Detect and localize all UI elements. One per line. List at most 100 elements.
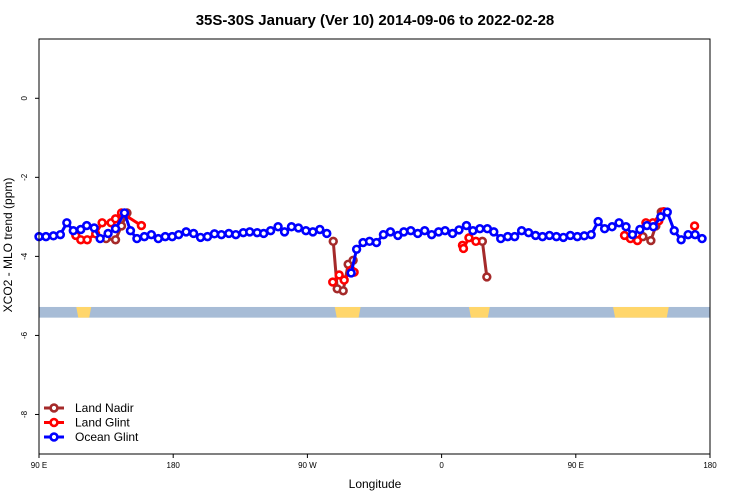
legend-swatch-marker [49,403,59,413]
x-tick-label: 90 E [568,461,584,470]
data-point [265,225,276,236]
data-point [68,225,78,236]
data-point [399,227,409,237]
data-point [690,229,700,240]
data-point [614,218,624,228]
data-point [697,233,707,244]
data-point [136,220,147,231]
data-point [48,231,59,241]
data-point [544,230,555,241]
data-point [537,231,548,242]
data-point [351,244,362,254]
x-tick-label: 180 [167,461,181,470]
data-point [62,218,72,228]
data-point [656,212,666,222]
series-line [105,212,129,242]
data-point [245,227,255,237]
data-point [579,231,589,241]
data-point [132,233,142,244]
data-point [475,224,485,234]
land-patch [613,306,669,318]
y-tick-label: 0 [20,96,29,101]
x-tick-label: 180 [703,461,717,470]
data-point [364,236,375,247]
series-land-glint [71,207,700,287]
data-point [627,229,638,240]
data-point [293,223,304,233]
data-point [173,229,184,240]
ocean-band [39,306,710,318]
data-point [632,235,643,246]
data-point [458,243,469,254]
data-point [646,235,656,246]
data-point [188,228,199,239]
legend-label: Land Nadir [75,401,134,415]
data-point [621,222,631,232]
data-point [689,221,700,231]
land-patch [334,306,361,318]
land-strip [39,306,710,318]
data-point [420,225,430,236]
data-point [95,233,105,244]
data-point [346,268,356,278]
data-point [482,272,492,282]
data-point [224,228,234,239]
data-point [586,229,596,240]
data-point [110,224,121,234]
data-point [110,214,121,224]
data-point [279,227,290,237]
data-point [464,233,474,243]
data-point [454,225,464,235]
data-point [385,227,396,237]
data-point [110,235,121,245]
data-point [301,225,311,236]
chart-title: 35S-30S January (Ver 10) 2014-09-06 to 2… [196,12,555,29]
data-point [181,227,191,237]
data-point [89,223,99,233]
data-point [662,207,672,217]
data-point [82,220,92,231]
data-point [334,270,344,280]
x-axis-label: Longitude [349,477,402,491]
data-point [509,231,520,242]
data-point [607,222,617,232]
y-tick-label: -2 [20,173,29,181]
data-point [125,225,136,236]
data-point [216,229,227,240]
data-point [273,222,283,232]
series-line [480,241,489,278]
data-point [97,218,107,228]
data-point [315,224,325,235]
data-point [489,227,499,237]
y-tick-label: -4 [20,252,29,260]
axes: 90 E 180 90 W 0 90 E 180 0 -2 -4 -6 -8 [20,96,717,470]
data-point [648,222,659,232]
plot-frame [38,38,711,455]
land-patch [468,306,490,318]
y-tick-label: -8 [20,410,29,418]
data-point [286,222,297,232]
x-tick-label: 90 W [298,461,317,470]
series-layer [34,207,707,296]
legend-label: Land Glint [75,416,130,430]
data-point [328,277,338,287]
y-tick-label: -6 [20,331,29,339]
data-point [76,224,86,235]
data-point [440,225,450,236]
data-point [530,230,541,241]
data-point [565,230,576,241]
land-patch [76,306,92,318]
data-point [103,228,113,239]
x-tick-label: 90 E [31,461,47,470]
legend-swatch-marker [49,432,59,442]
data-point [41,231,51,242]
legend-swatch-marker [49,417,59,428]
data-point [328,236,338,247]
data-point [471,236,481,247]
data-point [635,224,645,235]
series-ocean-glint [34,207,707,278]
series-land-nadir [101,207,666,296]
data-point [146,229,157,240]
